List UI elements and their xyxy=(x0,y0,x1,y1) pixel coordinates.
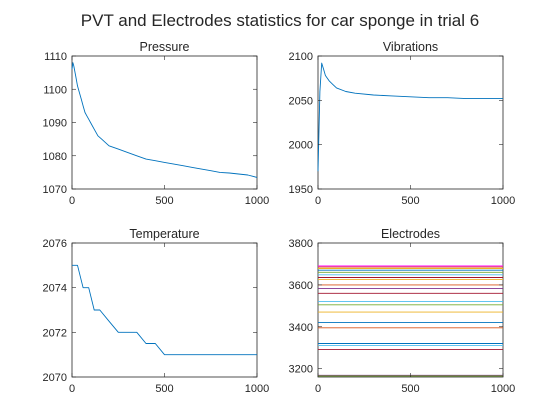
electrodes-series-group xyxy=(318,265,503,377)
temperature-series-group xyxy=(72,264,257,356)
pressure-series-group xyxy=(71,62,258,178)
electrodes-axes: Electrodes 0 500 1000 3200 3400 3600 3800 xyxy=(289,227,516,395)
electrodes-plot-area xyxy=(317,242,504,378)
electrodes-axes-title: Electrodes xyxy=(381,227,440,241)
pressure-y-tick-label: 1100 xyxy=(43,84,67,96)
electrodes-x-tick-label: 0 xyxy=(315,383,321,395)
vibrations-plot-area xyxy=(317,55,504,190)
pressure-y-tick-label: 1080 xyxy=(43,151,67,163)
pressure-y-tick-label: 1090 xyxy=(43,118,67,130)
temperature-y-tick-label: 2072 xyxy=(43,327,67,339)
temperature-series-line-0 xyxy=(72,264,257,356)
figure-title: PVT and Electrodes statistics for car sp… xyxy=(81,11,479,30)
vibrations-y-tick-label: 2000 xyxy=(289,140,313,152)
vibrations-axes: Vibrations 0 500 1000 1950 2000 2050 2100 xyxy=(289,40,516,207)
pressure-x-tick-label: 0 xyxy=(69,195,75,207)
temperature-axes-title: Temperature xyxy=(129,227,199,241)
vibrations-x-tick-label: 1000 xyxy=(491,195,515,207)
temperature-x-tick-label: 0 xyxy=(69,383,75,395)
electrodes-y-tick-label: 3600 xyxy=(289,280,313,292)
temperature-x-tick-label: 1000 xyxy=(245,383,269,395)
pressure-plot-area xyxy=(71,55,258,190)
pressure-axes: Pressure 0 500 1000 1070 1080 1090 1100 1110 xyxy=(43,40,270,207)
electrodes-y-tick-label: 3400 xyxy=(289,322,313,334)
vibrations-y-tick-label: 2050 xyxy=(289,95,313,107)
temperature-axes: Temperature 0 500 1000 2070 2072 2074 2076 xyxy=(43,227,270,395)
electrodes-y-tick-label: 3800 xyxy=(289,238,313,250)
pressure-x-tick-label: 500 xyxy=(155,195,173,207)
vibrations-y-tick-label: 2100 xyxy=(289,51,313,63)
vibrations-series-line-0 xyxy=(317,62,503,172)
temperature-y-tick-label: 2070 xyxy=(43,372,67,384)
temperature-x-tick-label: 500 xyxy=(155,383,173,395)
pressure-axes-title: Pressure xyxy=(139,40,189,54)
electrodes-y-tick-label: 3200 xyxy=(289,364,313,376)
pressure-x-tick-label: 1000 xyxy=(245,195,269,207)
vibrations-series-group xyxy=(317,62,503,172)
electrodes-x-tick-label: 1000 xyxy=(491,383,515,395)
vibrations-x-tick-label: 0 xyxy=(315,195,321,207)
pressure-series-line-0 xyxy=(71,62,258,178)
vibrations-x-tick-label: 500 xyxy=(401,195,419,207)
temperature-y-tick-label: 2074 xyxy=(43,283,67,295)
vibrations-y-tick-label: 1950 xyxy=(289,184,313,196)
vibrations-axes-title: Vibrations xyxy=(383,40,438,54)
temperature-y-tick-label: 2076 xyxy=(43,238,67,250)
pressure-y-tick-label: 1070 xyxy=(43,184,67,196)
electrodes-x-tick-label: 500 xyxy=(401,383,419,395)
pressure-y-tick-label: 1110 xyxy=(44,51,67,63)
